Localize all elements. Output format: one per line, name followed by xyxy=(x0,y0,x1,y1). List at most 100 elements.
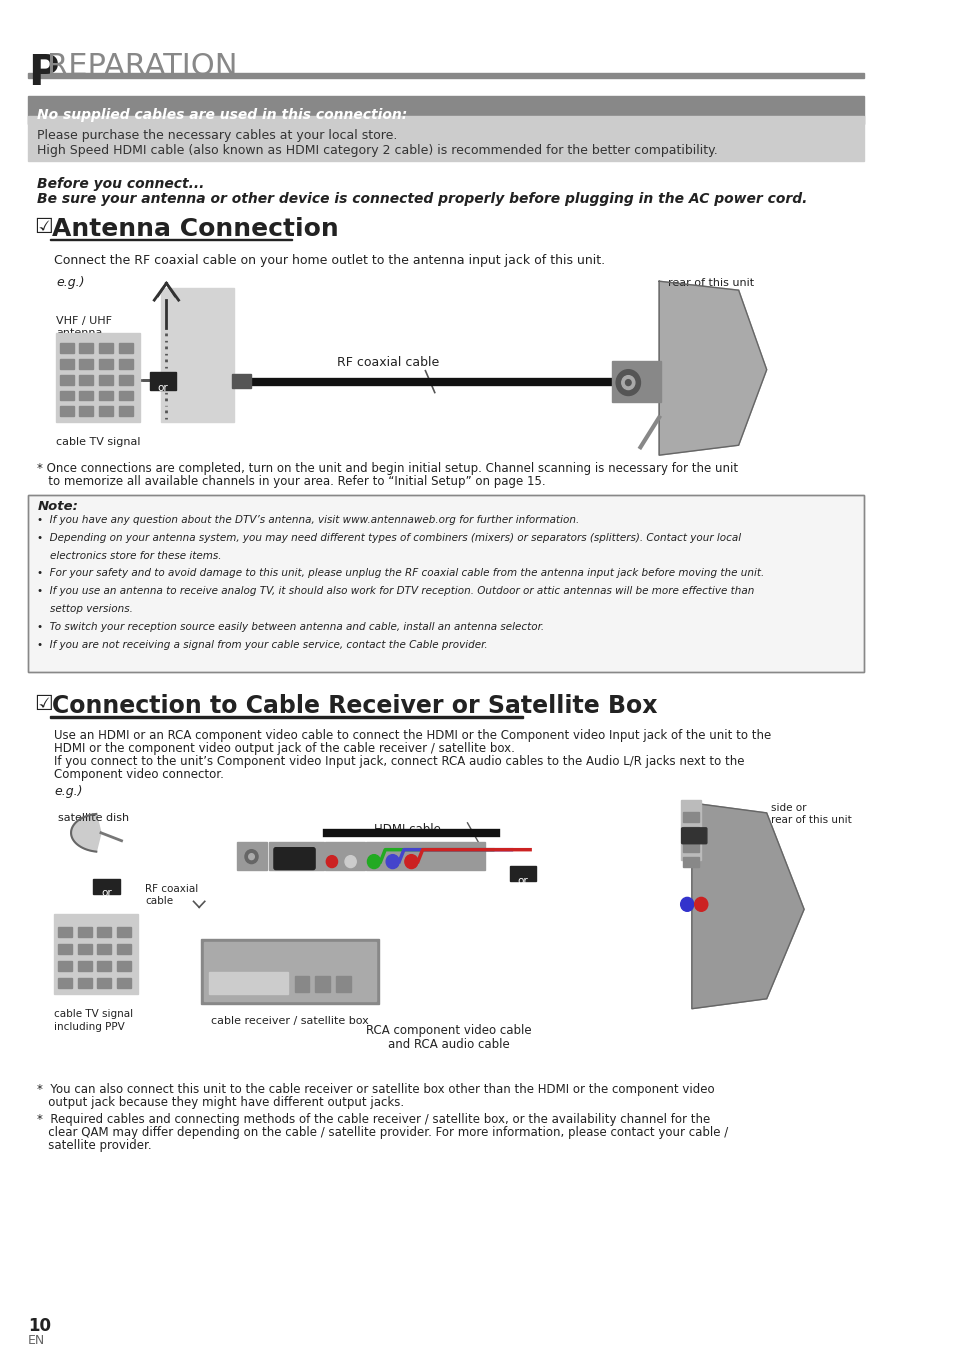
Text: including PPV: including PPV xyxy=(54,1022,125,1031)
Polygon shape xyxy=(659,282,766,456)
Bar xyxy=(335,976,351,992)
Bar xyxy=(79,342,93,353)
Bar xyxy=(79,375,93,384)
Bar xyxy=(58,944,71,954)
Bar xyxy=(77,927,91,937)
Text: rear of this unit: rear of this unit xyxy=(771,816,851,825)
Bar xyxy=(99,391,113,400)
Bar xyxy=(58,961,71,971)
Text: R: R xyxy=(334,853,338,860)
Text: HDMI OUT: HDMI OUT xyxy=(275,848,323,857)
Text: e.g.): e.g.) xyxy=(56,276,85,290)
Text: Pb/Cb: Pb/Cb xyxy=(369,853,389,860)
Text: *  You can also connect this unit to the cable receiver or satellite box other t: * You can also connect this unit to the … xyxy=(37,1084,715,1096)
Bar xyxy=(97,927,112,937)
Bar xyxy=(93,879,119,895)
Text: or: or xyxy=(157,383,168,392)
Text: Before you connect...: Before you connect... xyxy=(37,177,205,191)
Bar xyxy=(58,927,71,937)
Bar xyxy=(77,944,91,954)
Text: RF coaxial cable: RF coaxial cable xyxy=(336,356,438,369)
Bar xyxy=(77,977,91,988)
Text: or: or xyxy=(517,875,527,886)
Text: ☑: ☑ xyxy=(33,694,52,713)
Text: settop versions.: settop versions. xyxy=(37,604,133,615)
Bar xyxy=(118,342,132,353)
Bar xyxy=(314,976,330,992)
Bar xyxy=(232,373,251,388)
Bar xyxy=(60,391,73,400)
Text: *  Required cables and connecting methods of the cable receiver / satellite box,: * Required cables and connecting methods… xyxy=(37,1113,710,1126)
Bar xyxy=(28,73,863,78)
Circle shape xyxy=(386,855,398,868)
Text: ANT IN: ANT IN xyxy=(239,848,269,857)
Bar xyxy=(60,407,73,417)
Text: Antenna Connection: Antenna Connection xyxy=(52,217,338,241)
Bar xyxy=(365,841,485,869)
Bar xyxy=(612,361,660,403)
Text: rear of this unit: rear of this unit xyxy=(667,278,753,288)
Bar xyxy=(681,856,699,867)
Text: •  If you use an antenna to receive analog TV, it should also work for DTV recep: • If you use an antenna to receive analo… xyxy=(37,586,754,596)
Bar xyxy=(97,961,112,971)
Bar xyxy=(99,359,113,369)
Text: satellite provider.: satellite provider. xyxy=(37,1139,152,1153)
Text: HDMI cable: HDMI cable xyxy=(374,822,440,836)
Text: or: or xyxy=(101,888,112,899)
Bar xyxy=(60,359,73,369)
Text: cable receiver / satellite box: cable receiver / satellite box xyxy=(211,1015,368,1026)
Text: P: P xyxy=(28,51,59,93)
Bar xyxy=(51,239,292,240)
Bar xyxy=(99,407,113,417)
Text: •  Depending on your antenna system, you may need different types of combiners (: • Depending on your antenna system, you … xyxy=(37,532,740,543)
Bar xyxy=(51,716,522,717)
FancyBboxPatch shape xyxy=(274,848,314,869)
Bar xyxy=(118,407,132,417)
Bar xyxy=(118,359,132,369)
Bar xyxy=(79,407,93,417)
Bar xyxy=(681,811,699,822)
Text: 10: 10 xyxy=(28,1317,51,1335)
Bar xyxy=(201,940,378,1004)
Circle shape xyxy=(367,855,380,868)
Bar xyxy=(28,495,863,671)
Bar xyxy=(99,342,113,353)
Bar xyxy=(269,841,323,869)
Circle shape xyxy=(679,898,693,911)
Text: Be sure your antenna or other device is connected properly before plugging in th: Be sure your antenna or other device is … xyxy=(37,191,807,206)
Text: electronics store for these items.: electronics store for these items. xyxy=(37,550,222,561)
Text: Connection to Cable Receiver or Satellite Box: Connection to Cable Receiver or Satellit… xyxy=(52,694,658,717)
Text: If you connect to the unit’s Component video Input jack, connect RCA audio cable: If you connect to the unit’s Component v… xyxy=(54,755,744,768)
Bar xyxy=(204,942,375,1000)
Bar xyxy=(97,977,112,988)
Text: HDMI or the component video output jack of the cable receiver / satellite box.: HDMI or the component video output jack … xyxy=(54,743,515,755)
Text: and RCA audio cable: and RCA audio cable xyxy=(388,1038,509,1050)
Text: Note:: Note: xyxy=(37,500,78,512)
Bar xyxy=(681,826,699,837)
Circle shape xyxy=(249,853,254,860)
Bar xyxy=(60,375,73,384)
Text: Y: Y xyxy=(386,853,390,860)
Text: cable TV signal: cable TV signal xyxy=(54,1008,133,1019)
Text: Connect the RF coaxial cable on your home outlet to the antenna input jack of th: Connect the RF coaxial cable on your hom… xyxy=(54,255,605,267)
Bar xyxy=(117,961,131,971)
Bar xyxy=(209,972,288,993)
Text: High Speed HDMI cable (also known as HDMI category 2 cable) is recommended for t: High Speed HDMI cable (also known as HDM… xyxy=(37,144,718,158)
Text: cable: cable xyxy=(145,896,172,906)
Text: Pr/Cr: Pr/Cr xyxy=(399,853,416,860)
Bar xyxy=(99,375,113,384)
Text: VHF / UHF: VHF / UHF xyxy=(56,315,112,326)
Text: side or: side or xyxy=(771,803,806,813)
Bar xyxy=(325,841,364,869)
Bar xyxy=(681,841,699,852)
Bar xyxy=(679,799,700,860)
Bar xyxy=(54,914,138,993)
Text: AUDIO OUT: AUDIO OUT xyxy=(326,848,370,853)
Bar xyxy=(118,375,132,384)
Circle shape xyxy=(404,855,417,868)
Bar xyxy=(117,944,131,954)
Bar xyxy=(28,495,863,671)
Text: Please purchase the necessary cables at your local store.: Please purchase the necessary cables at … xyxy=(37,129,397,142)
Polygon shape xyxy=(71,814,101,852)
Circle shape xyxy=(621,376,634,390)
